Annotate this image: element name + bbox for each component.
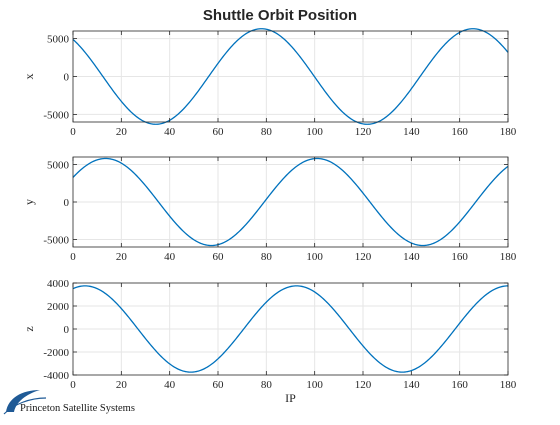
y-tick-label: 0 <box>64 197 70 209</box>
x-axis-label: IP <box>285 391 296 405</box>
x-tick-label: 40 <box>164 126 176 138</box>
x-tick-label: 20 <box>116 251 128 263</box>
pss-logo: Princeton Satellite Systems <box>4 390 135 414</box>
x-tick-label: 180 <box>500 379 517 391</box>
x-tick-label: 180 <box>500 251 517 263</box>
x-tick-label: 140 <box>403 126 420 138</box>
figure-title: Shuttle Orbit Position <box>203 7 357 24</box>
subplot-3: 0 20 40 60 80 100 120 140 160 180 -4000 -2000 0 2000 4… <box>22 278 517 405</box>
x-tick-label: 120 <box>355 379 372 391</box>
y-tick-label: 5000 <box>47 160 70 172</box>
x-tick-label: 0 <box>70 379 76 391</box>
x-tick-label: 60 <box>213 251 225 263</box>
x-tick-label: 120 <box>355 126 372 138</box>
x-tick-label: 180 <box>500 126 517 138</box>
y-tick-label: -2000 <box>43 347 69 359</box>
y-tick-label: -5000 <box>43 235 69 247</box>
y-tick-label: 5000 <box>47 34 70 46</box>
x-tick-label: 80 <box>261 251 273 263</box>
y-tick-label: -4000 <box>43 370 69 382</box>
y-tick-label: 0 <box>64 324 70 336</box>
x-tick-label: 100 <box>306 251 323 263</box>
y-axis-label: z <box>22 326 36 331</box>
x-tick-label: 40 <box>164 379 176 391</box>
y-tick-label: 0 <box>64 72 70 84</box>
x-tick-label: 120 <box>355 251 372 263</box>
x-tick-label: 20 <box>116 126 128 138</box>
x-tick-label: 60 <box>213 126 225 138</box>
x-tick-label: 100 <box>306 379 323 391</box>
x-tick-label: 140 <box>403 379 420 391</box>
x-tick-label: 40 <box>164 251 176 263</box>
x-tick-label: 160 <box>451 379 468 391</box>
y-tick-label: 4000 <box>47 278 70 290</box>
y-tick-label: -5000 <box>43 109 69 121</box>
y-axis-label: x <box>22 74 36 80</box>
x-tick-label: 80 <box>261 126 273 138</box>
x-tick-label: 160 <box>451 251 468 263</box>
x-tick-label: 20 <box>116 379 128 391</box>
logo-text: Princeton Satellite Systems <box>20 403 135 414</box>
y-tick-label: 2000 <box>47 301 70 313</box>
x-tick-label: 140 <box>403 251 420 263</box>
y-axis-label: y <box>22 199 36 205</box>
x-tick-label: 80 <box>261 379 273 391</box>
x-tick-label: 0 <box>70 126 76 138</box>
x-tick-label: 0 <box>70 251 76 263</box>
x-tick-label: 60 <box>213 379 225 391</box>
x-tick-label: 100 <box>306 126 323 138</box>
x-tick-label: 160 <box>451 126 468 138</box>
